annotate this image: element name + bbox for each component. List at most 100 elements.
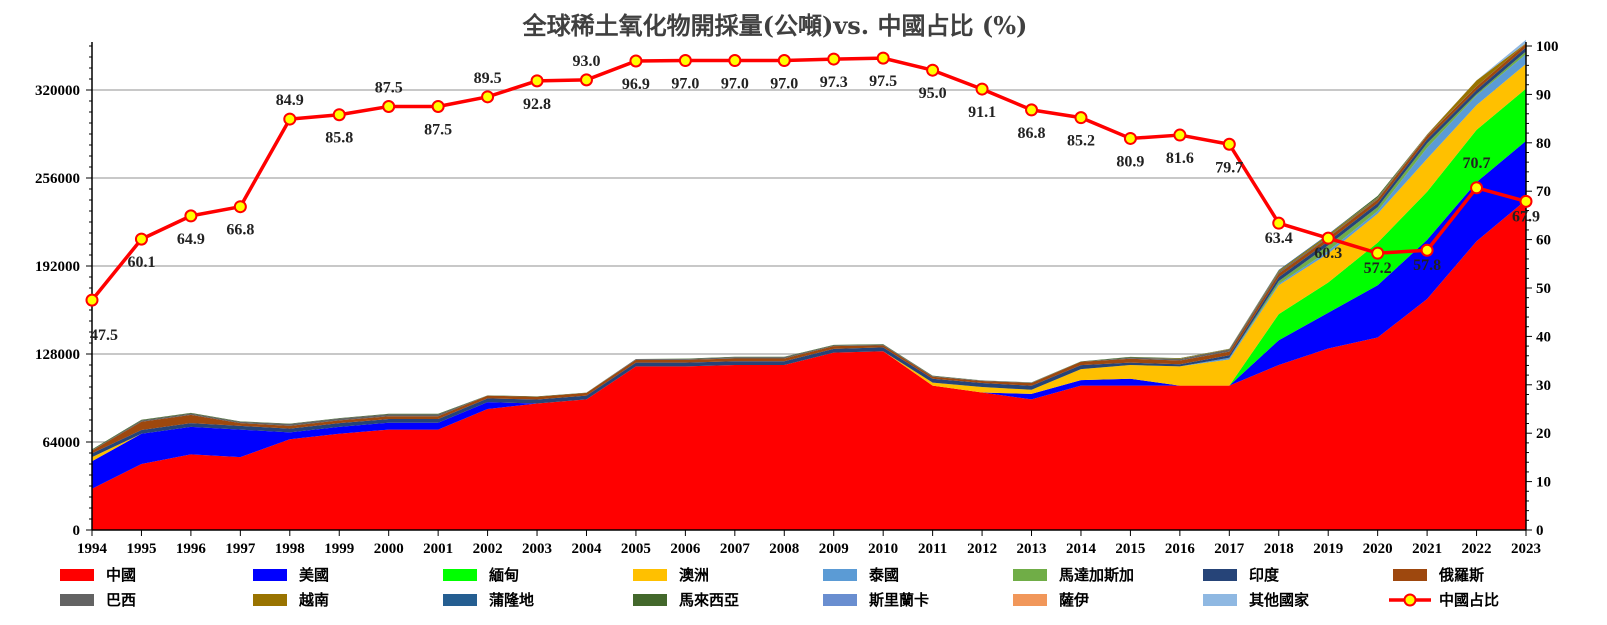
legend-item: 中國占比 bbox=[1389, 591, 1499, 609]
data-labels: 47.5 60.1 64.9 66.8 84.9 85.8 87.5 87.5 89.5 92.8… bbox=[90, 53, 1540, 344]
x-tick-label: 2015 bbox=[1115, 541, 1145, 557]
legend-label: 蒲隆地 bbox=[489, 591, 534, 609]
legend-marker-swatch bbox=[1403, 593, 1417, 607]
x-tick-label: 1996 bbox=[176, 541, 207, 557]
x-tick-label: 2001 bbox=[423, 541, 453, 557]
share-marker bbox=[827, 52, 841, 66]
share-data-label: 95.0 bbox=[919, 85, 947, 102]
area-美國 bbox=[92, 140, 1526, 489]
share-marker bbox=[777, 54, 791, 68]
chart-title: 全球稀土氧化物開採量(公噸)vs. 中國占比 (%) bbox=[522, 11, 1028, 40]
share-marker bbox=[382, 100, 396, 113]
share-marker bbox=[975, 82, 989, 96]
left-tick-label: 64000 bbox=[43, 435, 81, 451]
china-share-line bbox=[85, 51, 1533, 307]
share-marker bbox=[431, 100, 445, 113]
legend-item: 斯里蘭卡 bbox=[823, 591, 929, 609]
share-marker bbox=[85, 293, 99, 307]
share-data-label: 97.5 bbox=[869, 73, 897, 90]
legend-label: 巴西 bbox=[106, 591, 136, 609]
left-tick-label: 0 bbox=[73, 523, 81, 539]
legend-item: 俄羅斯 bbox=[1393, 566, 1484, 584]
legend-label: 印度 bbox=[1249, 566, 1280, 584]
legend-label: 越南 bbox=[298, 591, 329, 609]
share-data-label: 66.8 bbox=[226, 222, 254, 239]
x-tick-label: 2002 bbox=[473, 541, 503, 557]
share-data-label: 60.1 bbox=[127, 254, 155, 271]
legend-swatch bbox=[60, 569, 94, 581]
share-marker bbox=[678, 54, 692, 68]
share-data-label: 57.8 bbox=[1413, 257, 1441, 274]
legend-swatch bbox=[443, 594, 477, 606]
share-marker bbox=[876, 51, 890, 65]
share-marker bbox=[233, 200, 247, 214]
legend-swatch bbox=[60, 594, 94, 606]
legend-swatch bbox=[633, 569, 667, 581]
right-tick-label: 20 bbox=[1536, 426, 1551, 442]
x-tick-label: 2013 bbox=[1017, 541, 1047, 557]
x-tick-label: 2019 bbox=[1313, 541, 1343, 557]
legend-item: 印度 bbox=[1203, 566, 1280, 584]
legend-item: 中國 bbox=[60, 566, 136, 584]
legend-label: 澳洲 bbox=[679, 566, 709, 584]
legend-item: 緬甸 bbox=[443, 566, 519, 584]
share-marker bbox=[579, 73, 593, 87]
x-tick-label: 2008 bbox=[769, 541, 799, 557]
share-data-label: 91.1 bbox=[968, 104, 996, 121]
share-data-label: 87.5 bbox=[424, 122, 452, 139]
left-tick-label: 256000 bbox=[35, 171, 80, 187]
right-tick-label: 40 bbox=[1536, 329, 1551, 345]
x-tick-label: 2004 bbox=[571, 541, 602, 557]
stacked-areas bbox=[92, 39, 1526, 530]
legend-item: 巴西 bbox=[60, 591, 136, 609]
x-tick-label: 2011 bbox=[918, 541, 947, 557]
legend-label: 俄羅斯 bbox=[1438, 566, 1484, 584]
legend-label: 薩伊 bbox=[1059, 591, 1089, 609]
share-data-label: 86.8 bbox=[1018, 125, 1046, 142]
x-tick-label: 2020 bbox=[1363, 541, 1393, 557]
legend-item: 馬來西亞 bbox=[633, 591, 739, 609]
share-marker bbox=[134, 232, 148, 246]
x-tick-label: 2005 bbox=[621, 541, 651, 557]
legend-swatch bbox=[1013, 569, 1047, 581]
share-data-label: 96.9 bbox=[622, 76, 650, 93]
legend-item: 蒲隆地 bbox=[443, 591, 534, 609]
right-tick-label: 30 bbox=[1536, 378, 1551, 394]
legend-swatch bbox=[633, 594, 667, 606]
x-tick-label: 2023 bbox=[1511, 541, 1541, 557]
right-tick-label: 90 bbox=[1536, 87, 1551, 103]
share-data-label: 85.8 bbox=[325, 130, 353, 147]
legend-item: 馬達加斯加 bbox=[1013, 566, 1134, 584]
legend-swatch bbox=[253, 594, 287, 606]
left-tick-label: 320000 bbox=[35, 83, 80, 99]
share-marker bbox=[1470, 181, 1484, 195]
right-tick-label: 10 bbox=[1536, 475, 1551, 491]
share-marker bbox=[184, 209, 198, 223]
x-tick-label: 1998 bbox=[275, 541, 305, 557]
share-marker bbox=[1025, 103, 1039, 117]
share-marker bbox=[728, 54, 742, 68]
right-tick-label: 0 bbox=[1536, 523, 1544, 539]
right-tick-label: 80 bbox=[1536, 136, 1551, 152]
right-tick-label: 50 bbox=[1536, 281, 1551, 297]
legend-swatch bbox=[1203, 594, 1237, 606]
share-marker bbox=[1222, 137, 1236, 151]
legend-swatch bbox=[253, 569, 287, 581]
share-marker bbox=[1074, 111, 1088, 125]
x-tick-label: 2000 bbox=[374, 541, 404, 557]
legend-item: 越南 bbox=[253, 591, 329, 609]
legend-swatch bbox=[1013, 594, 1047, 606]
share-marker bbox=[481, 90, 495, 104]
share-data-label: 60.3 bbox=[1314, 245, 1342, 262]
x-tick-label: 2018 bbox=[1264, 541, 1294, 557]
share-marker bbox=[283, 112, 297, 126]
axes: 0 64000 128000 192000 256000 320000 0 10 20 30 40 5… bbox=[35, 39, 1559, 557]
legend-swatch bbox=[1203, 569, 1237, 581]
legend-label: 斯里蘭卡 bbox=[869, 591, 929, 609]
legend-swatch bbox=[443, 569, 477, 581]
legend-item: 其他國家 bbox=[1203, 591, 1309, 609]
share-marker bbox=[926, 63, 940, 77]
x-tick-label: 2012 bbox=[967, 541, 997, 557]
x-tick-label: 2009 bbox=[819, 541, 849, 557]
share-data-label: 97.0 bbox=[721, 76, 749, 93]
